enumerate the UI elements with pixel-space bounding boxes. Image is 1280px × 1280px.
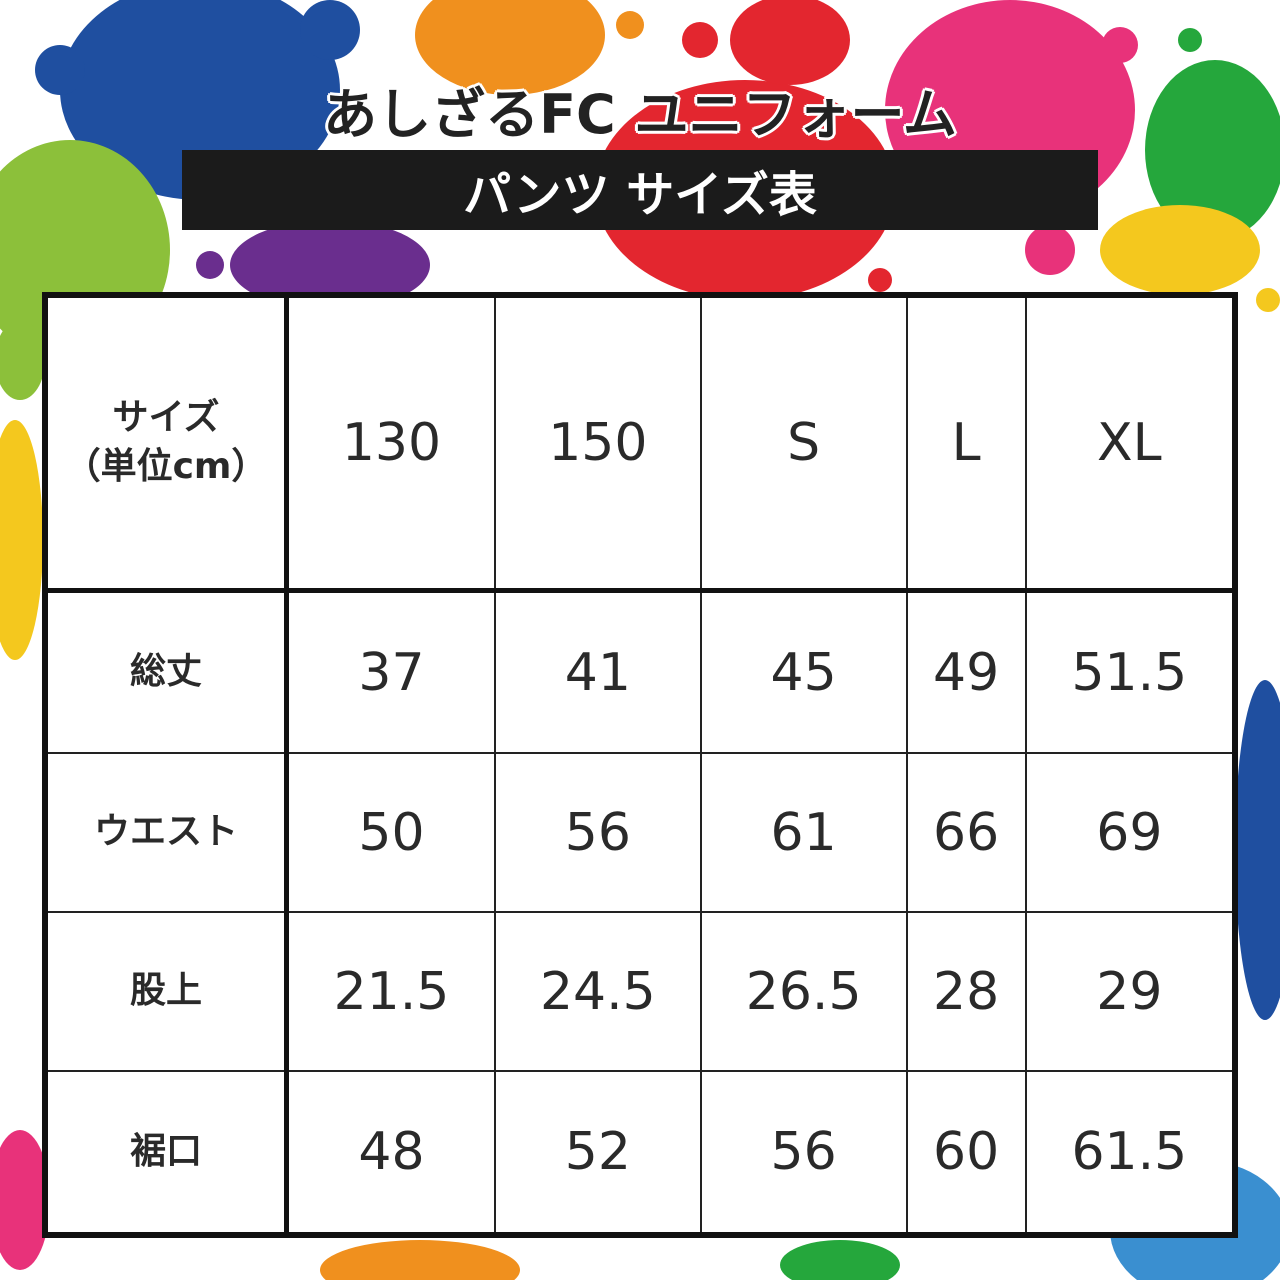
table-row: 裾口 48 52 56 60 61.5 — [44, 1069, 1237, 1237]
table-row: 股上 21.5 24.5 26.5 28 29 — [44, 911, 1237, 1072]
orange-splash — [415, 0, 644, 95]
corner-cell: サイズ （単位cm） — [44, 294, 289, 593]
table-cell: 52 — [493, 1069, 702, 1237]
table-cell: 56 — [699, 1069, 908, 1237]
table-cell: 61.5 — [1024, 1069, 1237, 1237]
row-label: ウエスト — [44, 752, 289, 914]
table-cell: 61 — [699, 752, 908, 914]
purple-splash — [196, 220, 430, 310]
table-cell: 48 — [285, 1069, 496, 1237]
table-cell: 49 — [905, 589, 1027, 755]
table-cell: 29 — [1024, 911, 1237, 1072]
table-cell: 60 — [905, 1069, 1027, 1237]
size-table: サイズ （単位cm） 130 150 S L XL 総丈 37 41 45 49 … — [42, 292, 1238, 1238]
size-header: XL — [1024, 294, 1237, 593]
blue-edge-splash — [1235, 680, 1280, 1020]
table-cell: 26.5 — [699, 911, 908, 1072]
unit-label: （単位cm） — [64, 446, 268, 487]
green-splash — [780, 28, 1280, 1280]
table-row: 総丈 37 41 45 49 51.5 — [44, 589, 1237, 755]
table-cell: 37 — [285, 589, 496, 755]
table-cell: 69 — [1024, 752, 1237, 914]
table-cell: 50 — [285, 752, 496, 914]
yellow-splash — [0, 205, 1280, 660]
table-cell: 41 — [493, 589, 702, 755]
page-title: あしざるFC ユニフォーム — [323, 83, 957, 146]
size-header: 130 — [285, 294, 496, 593]
corner-label: サイズ — [112, 397, 220, 439]
table-row: ウエスト 50 56 61 66 69 — [44, 752, 1237, 914]
orange-bottom-splash — [320, 1240, 520, 1280]
table-cell: 21.5 — [285, 911, 496, 1072]
blue-splash — [35, 0, 360, 217]
row-label: 総丈 — [44, 589, 289, 755]
table-cell: 56 — [493, 752, 702, 914]
table-cell: 28 — [905, 911, 1027, 1072]
row-label: 股上 — [44, 911, 289, 1072]
table-cell: 51.5 — [1024, 589, 1237, 755]
subtitle-banner: パンツ サイズ表 — [182, 150, 1098, 230]
size-header: S — [699, 294, 908, 593]
size-header: L — [905, 294, 1027, 593]
row-label: 裾口 — [44, 1069, 289, 1237]
table-cell: 24.5 — [493, 911, 702, 1072]
table-cell: 66 — [905, 752, 1027, 914]
size-header: 150 — [493, 294, 702, 593]
table-cell: 45 — [699, 589, 908, 755]
table-header-row: サイズ （単位cm） 130 150 S L XL — [44, 294, 1237, 593]
